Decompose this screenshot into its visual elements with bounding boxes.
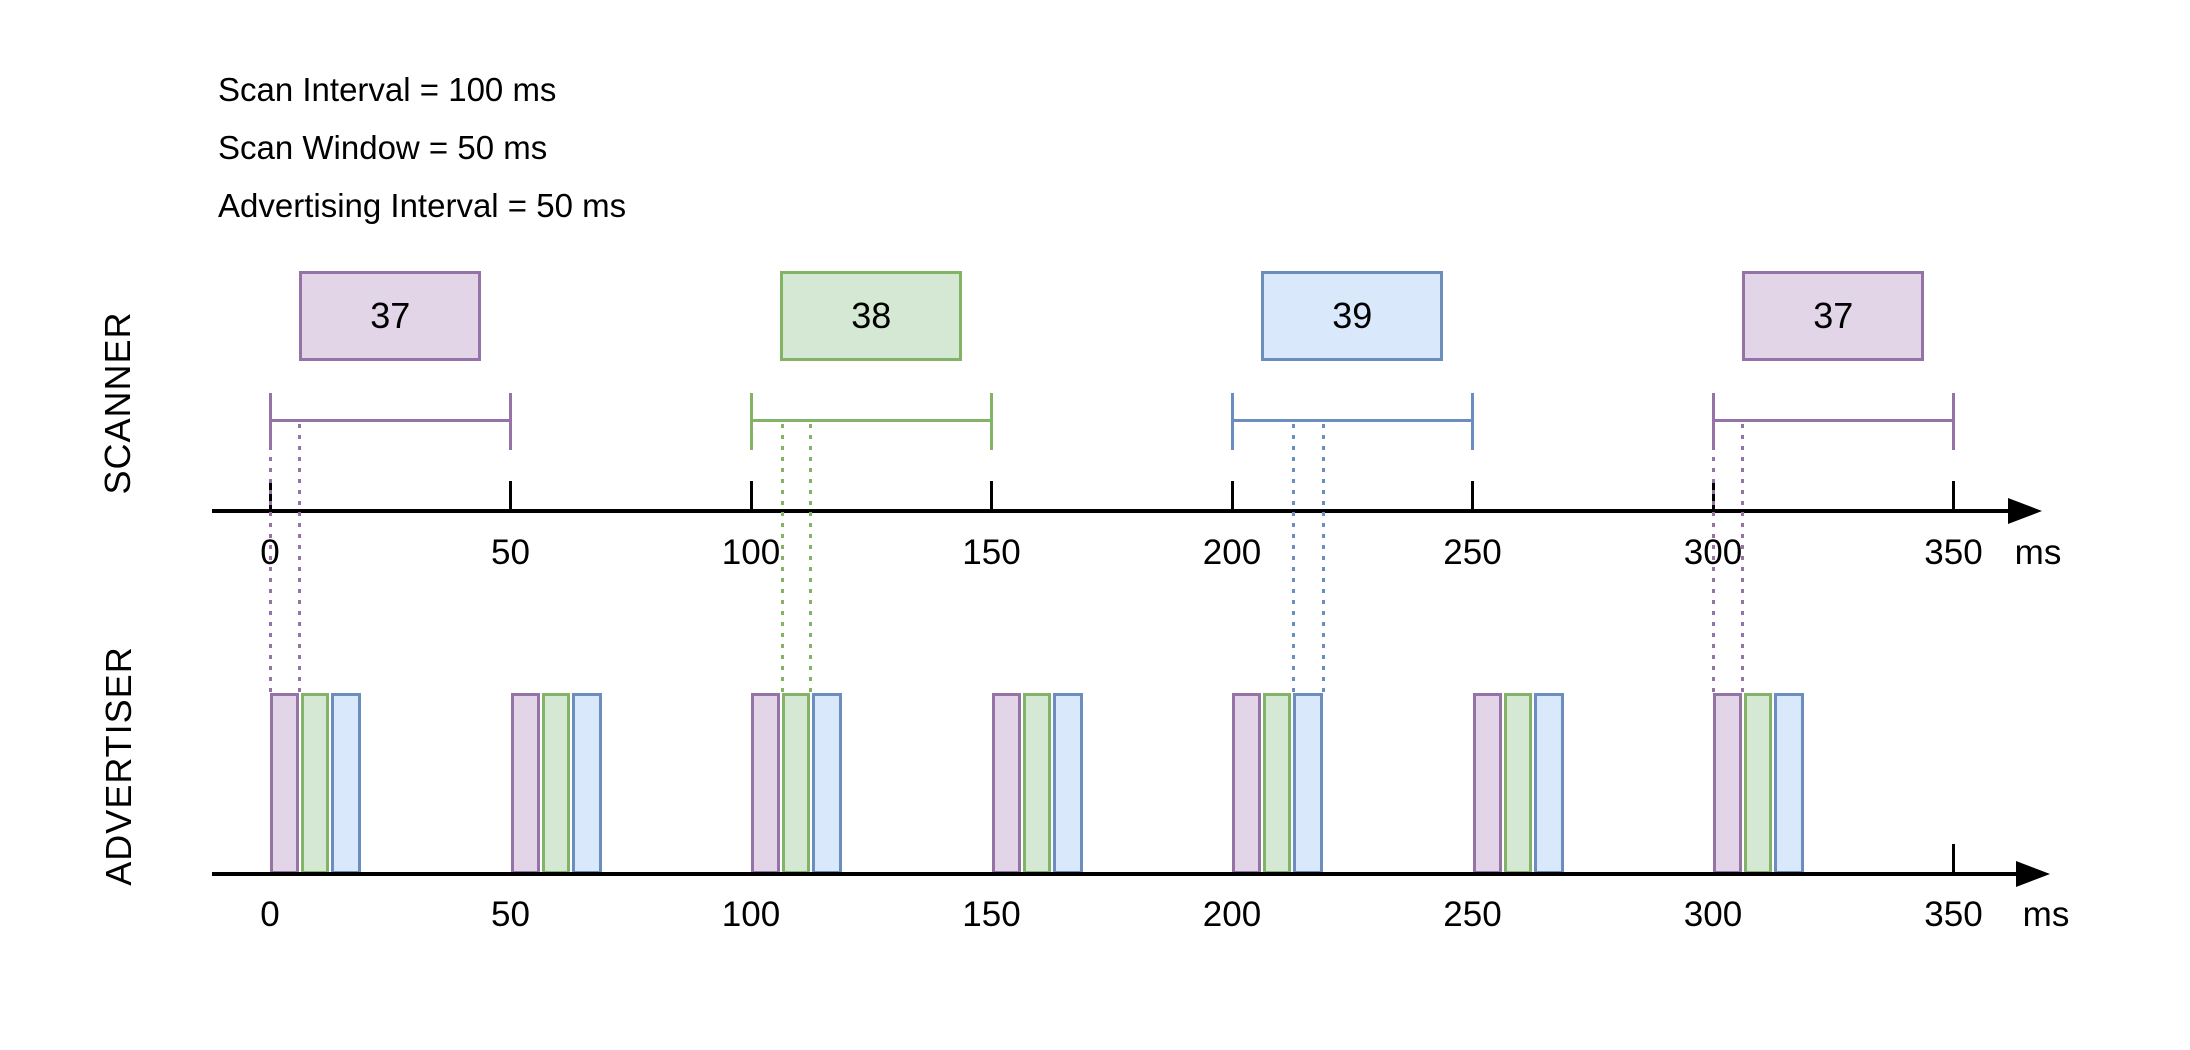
advertiser-axis-tick-label: 100 — [721, 895, 781, 934]
adv-packet-ch39 — [1052, 693, 1083, 874]
adv-packet-ch38 — [782, 693, 810, 874]
adv-packet-ch37 — [991, 693, 1021, 874]
advertiser-axis-tick-label: 350 — [1924, 895, 1983, 934]
scanner-axis-tick-150 — [990, 481, 993, 513]
adv-packet-ch37 — [1713, 693, 1742, 874]
scanner-axis-line — [212, 509, 2012, 513]
scan-window-bracket-span — [1232, 419, 1473, 422]
advertiser-axis-tick-label: 200 — [1202, 895, 1262, 934]
scanner-axis-tick-label: 50 — [491, 533, 530, 572]
adv-packet-ch38 — [1263, 693, 1291, 874]
adv-packet-ch38 — [541, 693, 570, 874]
adv-packet-ch39 — [1533, 693, 1564, 874]
scan-channel-box-37: 37 — [1742, 271, 1925, 361]
adv-packet-ch37 — [751, 693, 780, 874]
adv-packet-ch37 — [270, 693, 299, 874]
scan-channel-box-38: 38 — [780, 271, 963, 361]
advertiser-axis-tick-label: 250 — [1443, 895, 1502, 934]
adv-packet-ch37 — [1232, 693, 1261, 874]
scanner-axis-tick-label: 150 — [962, 533, 1021, 572]
adv-packet-ch39 — [1774, 693, 1804, 874]
scanner-axis-tick-100 — [749, 481, 753, 513]
scanner-axis-tick-label: 350 — [1924, 533, 1983, 572]
advertiser-axis-tick-350 — [1952, 844, 1955, 876]
adv-packet-ch39 — [571, 693, 602, 874]
scan-window-bracket-span — [751, 419, 992, 422]
adv-packet-ch39 — [812, 693, 842, 874]
advertiser-axis-tick-label: 150 — [962, 895, 1021, 934]
scan-window-bracket-span — [270, 419, 511, 422]
advertiser-axis-line — [212, 872, 2020, 876]
scan-window-bracket-right-cap — [509, 393, 512, 450]
scan-window-bracket-right-cap — [990, 393, 993, 450]
adv-packet-ch38 — [1022, 693, 1051, 874]
adv-packet-ch37 — [510, 693, 540, 874]
match-dotted-line-37-end — [1740, 424, 1744, 693]
advertiser-axis-arrowhead — [2016, 861, 2050, 887]
scanner-axis-arrowhead — [2008, 498, 2042, 524]
scan-channel-box-37: 37 — [299, 271, 482, 361]
scan-window-bracket-right-cap — [1471, 393, 1474, 450]
match-dotted-line-38-end — [808, 424, 812, 693]
adv-packet-ch39 — [1293, 693, 1323, 874]
adv-packet-ch38 — [1503, 693, 1532, 874]
advertiser-axis-tick-label: 0 — [260, 895, 280, 934]
param-scan-interval: Scan Interval = 100 ms — [218, 71, 557, 108]
match-dotted-line-37-end — [297, 424, 301, 693]
scan-window-bracket-right-cap — [1952, 393, 1955, 450]
parameters-text: Scan Interval = 100 ms Scan Window = 50 … — [218, 61, 626, 235]
scanner-axis-tick-250 — [1471, 481, 1474, 513]
adv-packet-ch39 — [331, 693, 361, 874]
advertiser-axis-unit-label: ms — [2022, 895, 2070, 934]
param-scan-window: Scan Window = 50 ms — [218, 129, 548, 166]
adv-packet-ch38 — [301, 693, 329, 874]
adv-packet-ch38 — [1744, 693, 1772, 874]
match-dotted-line-37-start — [1711, 424, 1715, 693]
scanner-axis-unit-label: ms — [2014, 533, 2062, 572]
scan-channel-box-39: 39 — [1261, 271, 1444, 361]
scan-window-bracket-span — [1713, 419, 1954, 422]
match-dotted-line-39-start — [1291, 424, 1295, 693]
advertiser-axis-tick-label: 300 — [1683, 895, 1743, 934]
param-advertising-interval: Advertising Interval = 50 ms — [218, 187, 627, 224]
scanner-axis-tick-label: 250 — [1443, 533, 1502, 572]
scanner-axis-tick-200 — [1230, 481, 1234, 513]
match-dotted-line-38-start — [780, 424, 784, 693]
match-dotted-line-39-end — [1321, 424, 1325, 693]
scanner-axis-tick-50 — [509, 481, 512, 513]
adv-packet-ch37 — [1472, 693, 1502, 874]
match-dotted-line-37-start — [268, 424, 272, 693]
advertiser-axis-tick-label: 50 — [491, 895, 530, 934]
scanner-axis-tick-label: 200 — [1202, 533, 1262, 572]
scanner-axis-tick-label: 100 — [721, 533, 781, 572]
scanner-axis-tick-350 — [1952, 481, 1955, 513]
